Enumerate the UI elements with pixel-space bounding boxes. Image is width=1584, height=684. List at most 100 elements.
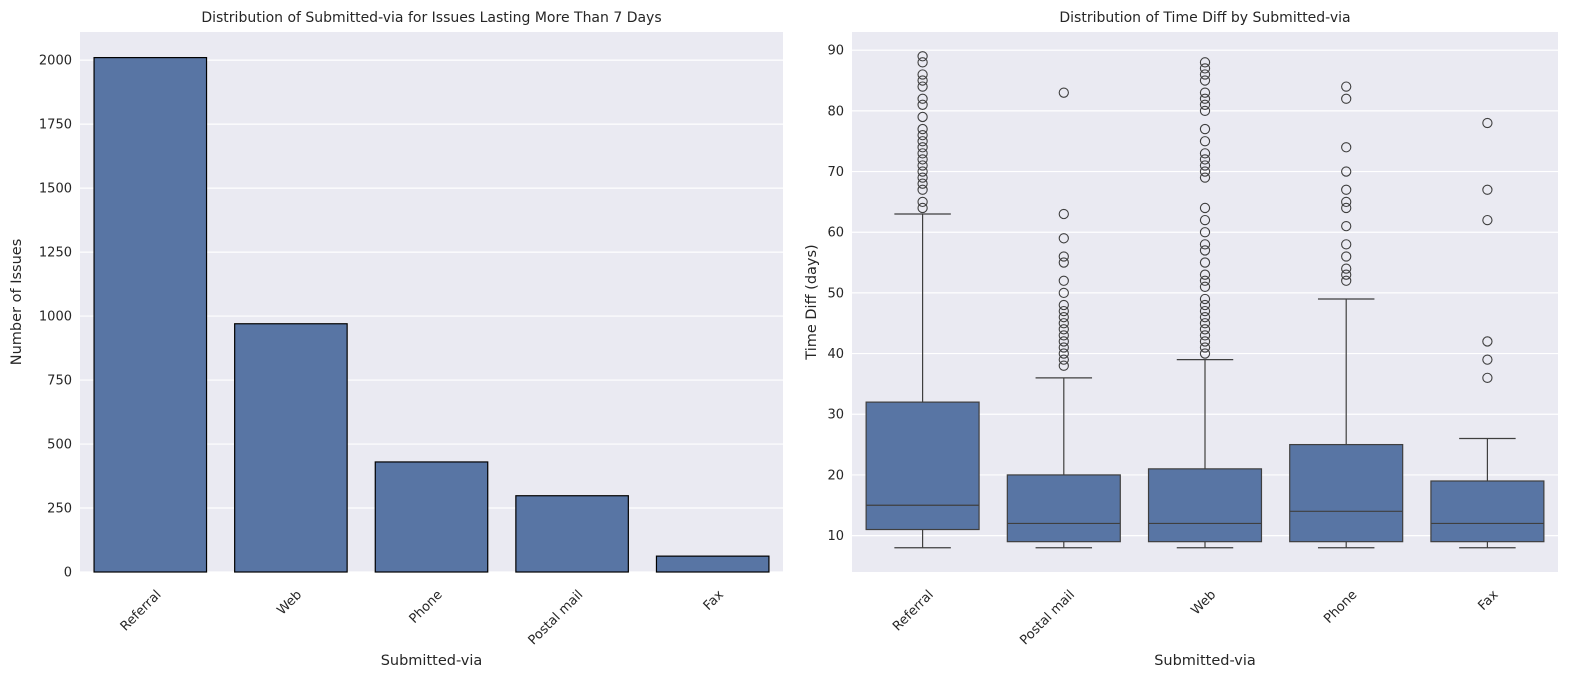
outlier-point <box>917 196 928 208</box>
outlier-point <box>1058 312 1069 323</box>
y-tick-label: 250 <box>47 502 72 517</box>
outlier-point <box>1341 275 1352 286</box>
box-group <box>1430 117 1545 549</box>
outlier-point <box>1058 318 1069 329</box>
outlier-point <box>1482 372 1493 383</box>
outlier-point <box>1199 239 1211 250</box>
bar-y-ticks: 0 250 500 750 1000 1250 1500 1750 2000 <box>39 54 72 581</box>
outlier-point <box>1199 69 1211 80</box>
outlier-point <box>1199 57 1211 68</box>
outlier-point <box>1199 214 1211 226</box>
box-y-axis-label: Time Diff (days) <box>804 244 820 360</box>
y-tick-label: 70 <box>827 165 844 180</box>
y-tick-label: 0 <box>64 566 72 581</box>
x-tick-label: Phone <box>407 588 446 627</box>
y-tick-label: 40 <box>827 347 844 362</box>
x-tick-label: Fax <box>701 587 727 613</box>
bar <box>655 555 770 573</box>
outlier-point <box>1341 196 1352 208</box>
y-tick-label: 1250 <box>39 246 72 261</box>
x-tick-label: Phone <box>1321 588 1360 627</box>
y-tick-label: 60 <box>827 226 844 241</box>
outlier-point <box>917 51 928 62</box>
box-x-ticks: Referral Postal mail Web Phone Fax <box>890 587 1502 648</box>
outlier-point <box>1058 348 1069 359</box>
outlier-point <box>1199 87 1211 98</box>
box-group <box>1006 87 1121 549</box>
outlier-point <box>917 99 928 110</box>
outlier-point <box>1058 360 1069 371</box>
outlier-point <box>917 129 928 141</box>
outlier-point <box>917 142 928 153</box>
outlier-point <box>917 160 928 171</box>
outlier-point <box>1199 257 1211 268</box>
y-tick-label: 90 <box>827 44 844 59</box>
outlier-point <box>1341 184 1352 195</box>
box <box>1006 474 1121 543</box>
outlier-point <box>1199 293 1211 305</box>
outlier-point <box>1199 299 1211 311</box>
outlier-point <box>1058 275 1069 286</box>
outlier-point <box>917 178 928 189</box>
y-tick-label: 1500 <box>39 182 72 197</box>
boxes <box>865 51 1545 549</box>
outlier-point <box>917 57 928 68</box>
outlier-point <box>1199 154 1211 165</box>
box-chart-title: Distribution of Time Diff by Submitted-v… <box>1059 10 1350 26</box>
outlier-point <box>1482 184 1493 195</box>
box <box>865 401 980 531</box>
outlier-point <box>1199 166 1211 177</box>
outlier-point <box>1199 336 1211 347</box>
outlier-point <box>1199 312 1211 323</box>
bar-x-axis-label: Submitted-via <box>381 653 483 669</box>
outlier-point <box>1482 117 1493 129</box>
y-tick-label: 2000 <box>39 54 72 69</box>
outlier-point <box>1482 354 1493 365</box>
outlier-point <box>1199 342 1211 353</box>
outlier-point <box>1199 227 1211 238</box>
y-tick-label: 1000 <box>39 310 72 325</box>
outlier-point <box>917 93 928 104</box>
outlier-point <box>1199 99 1211 110</box>
outlier-point <box>1058 257 1069 268</box>
outlier-point <box>1341 166 1352 177</box>
outlier-point <box>1341 269 1352 280</box>
outlier-point <box>1058 305 1069 317</box>
outlier-point <box>917 69 928 80</box>
box-group <box>865 51 980 549</box>
box-y-ticks: 10 20 30 40 50 60 70 80 90 <box>827 44 844 544</box>
outlier-point <box>1199 148 1211 159</box>
outlier-point <box>917 184 928 195</box>
outlier-point <box>1199 160 1211 171</box>
y-tick-label: 500 <box>47 438 72 453</box>
outlier-point <box>1058 324 1069 335</box>
outlier-point <box>917 148 928 159</box>
x-tick-label: Web <box>274 588 305 619</box>
outlier-point <box>917 172 928 183</box>
x-tick-label: Referral <box>890 588 937 635</box>
outlier-point <box>917 166 928 177</box>
outlier-point <box>1199 324 1211 335</box>
outlier-point <box>1199 202 1211 214</box>
x-tick-label: Postal mail <box>1017 588 1078 649</box>
outlier-point <box>1199 172 1211 183</box>
outlier-point <box>1058 251 1069 262</box>
outlier-point <box>917 202 928 214</box>
box-group <box>1289 81 1404 549</box>
y-tick-label: 80 <box>827 104 844 119</box>
box <box>1289 443 1404 543</box>
outlier-point <box>1058 330 1069 341</box>
box-x-axis-label: Submitted-via <box>1154 653 1256 669</box>
outlier-point <box>1482 214 1493 226</box>
outlier-point <box>1199 275 1211 286</box>
outlier-point <box>917 81 928 92</box>
outlier-point <box>1058 87 1069 98</box>
outlier-point <box>1058 208 1069 220</box>
outlier-point <box>1199 281 1211 292</box>
y-tick-label: 750 <box>47 374 72 389</box>
outlier-point <box>1341 251 1352 262</box>
outlier-point <box>1058 354 1069 365</box>
outlier-point <box>1199 63 1211 74</box>
bar <box>234 323 348 573</box>
